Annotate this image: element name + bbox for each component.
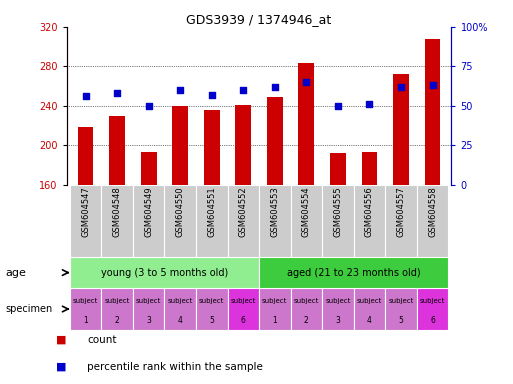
Point [82, 93, 90, 99]
Bar [322, 185, 353, 257]
Text: 6: 6 [241, 316, 246, 325]
Text: GSM604553: GSM604553 [270, 186, 280, 237]
Bar [109, 116, 125, 185]
Bar [172, 106, 188, 185]
Bar [393, 74, 409, 185]
Bar [353, 185, 385, 257]
Bar [70, 257, 259, 288]
Bar [299, 63, 314, 185]
Text: 3: 3 [146, 316, 151, 325]
Point [271, 84, 279, 90]
Text: subject: subject [73, 298, 98, 303]
Text: GSM604549: GSM604549 [144, 186, 153, 237]
Bar [165, 185, 196, 257]
Text: subject: subject [420, 298, 445, 303]
Point [145, 103, 153, 109]
Point [365, 101, 373, 107]
Bar [385, 185, 417, 257]
Bar [196, 185, 228, 257]
Text: GSM604557: GSM604557 [397, 186, 405, 237]
Bar [165, 288, 196, 330]
Bar [70, 288, 102, 330]
Point [208, 92, 216, 98]
Text: 2: 2 [115, 316, 120, 325]
Text: 5: 5 [209, 316, 214, 325]
Bar [133, 288, 165, 330]
Text: 1: 1 [83, 316, 88, 325]
Text: 4: 4 [178, 316, 183, 325]
Bar [425, 39, 440, 185]
Text: subject: subject [325, 298, 350, 303]
Text: GSM604552: GSM604552 [239, 186, 248, 237]
Bar [235, 105, 251, 185]
Text: GSM604548: GSM604548 [113, 186, 122, 237]
Text: percentile rank within the sample: percentile rank within the sample [87, 362, 263, 372]
Point [239, 87, 247, 93]
Bar [385, 288, 417, 330]
Text: 6: 6 [430, 316, 435, 325]
Point [176, 87, 184, 93]
Point [428, 82, 437, 88]
Title: GDS3939 / 1374946_at: GDS3939 / 1374946_at [186, 13, 332, 26]
Text: 3: 3 [336, 316, 340, 325]
Bar [290, 185, 322, 257]
Text: GSM604555: GSM604555 [333, 186, 342, 237]
Point [397, 84, 405, 90]
Text: GSM604556: GSM604556 [365, 186, 374, 237]
Bar [204, 110, 220, 185]
Bar [102, 288, 133, 330]
Bar [259, 257, 448, 288]
Text: ■: ■ [56, 362, 67, 372]
Text: subject: subject [293, 298, 319, 303]
Text: GSM604554: GSM604554 [302, 186, 311, 237]
Bar [196, 288, 228, 330]
Text: aged (21 to 23 months old): aged (21 to 23 months old) [287, 268, 421, 278]
Bar [78, 127, 93, 185]
Bar [417, 288, 448, 330]
Text: GSM604551: GSM604551 [207, 186, 216, 237]
Text: GSM604558: GSM604558 [428, 186, 437, 237]
Text: subject: subject [105, 298, 130, 303]
Bar [417, 185, 448, 257]
Text: GSM604547: GSM604547 [81, 186, 90, 237]
Bar [102, 185, 133, 257]
Bar [141, 152, 156, 185]
Text: young (3 to 5 months old): young (3 to 5 months old) [101, 268, 228, 278]
Bar [353, 288, 385, 330]
Bar [228, 185, 259, 257]
Text: specimen: specimen [5, 304, 52, 314]
Text: count: count [87, 335, 117, 345]
Text: subject: subject [357, 298, 382, 303]
Text: subject: subject [231, 298, 256, 303]
Bar [267, 97, 283, 185]
Point [302, 79, 310, 85]
Bar [133, 185, 165, 257]
Point [113, 90, 121, 96]
Text: ■: ■ [56, 335, 67, 345]
Text: subject: subject [136, 298, 162, 303]
Text: subject: subject [199, 298, 225, 303]
Bar [290, 288, 322, 330]
Bar [259, 185, 290, 257]
Bar [330, 153, 346, 185]
Text: 5: 5 [399, 316, 403, 325]
Text: age: age [5, 268, 26, 278]
Point [334, 103, 342, 109]
Text: subject: subject [262, 298, 287, 303]
Text: subject: subject [168, 298, 193, 303]
Bar [70, 185, 102, 257]
Bar [362, 152, 378, 185]
Text: 2: 2 [304, 316, 309, 325]
Bar [228, 288, 259, 330]
Text: 4: 4 [367, 316, 372, 325]
Bar [322, 288, 353, 330]
Text: GSM604550: GSM604550 [176, 186, 185, 237]
Bar [259, 288, 290, 330]
Text: 1: 1 [272, 316, 277, 325]
Text: subject: subject [388, 298, 413, 303]
